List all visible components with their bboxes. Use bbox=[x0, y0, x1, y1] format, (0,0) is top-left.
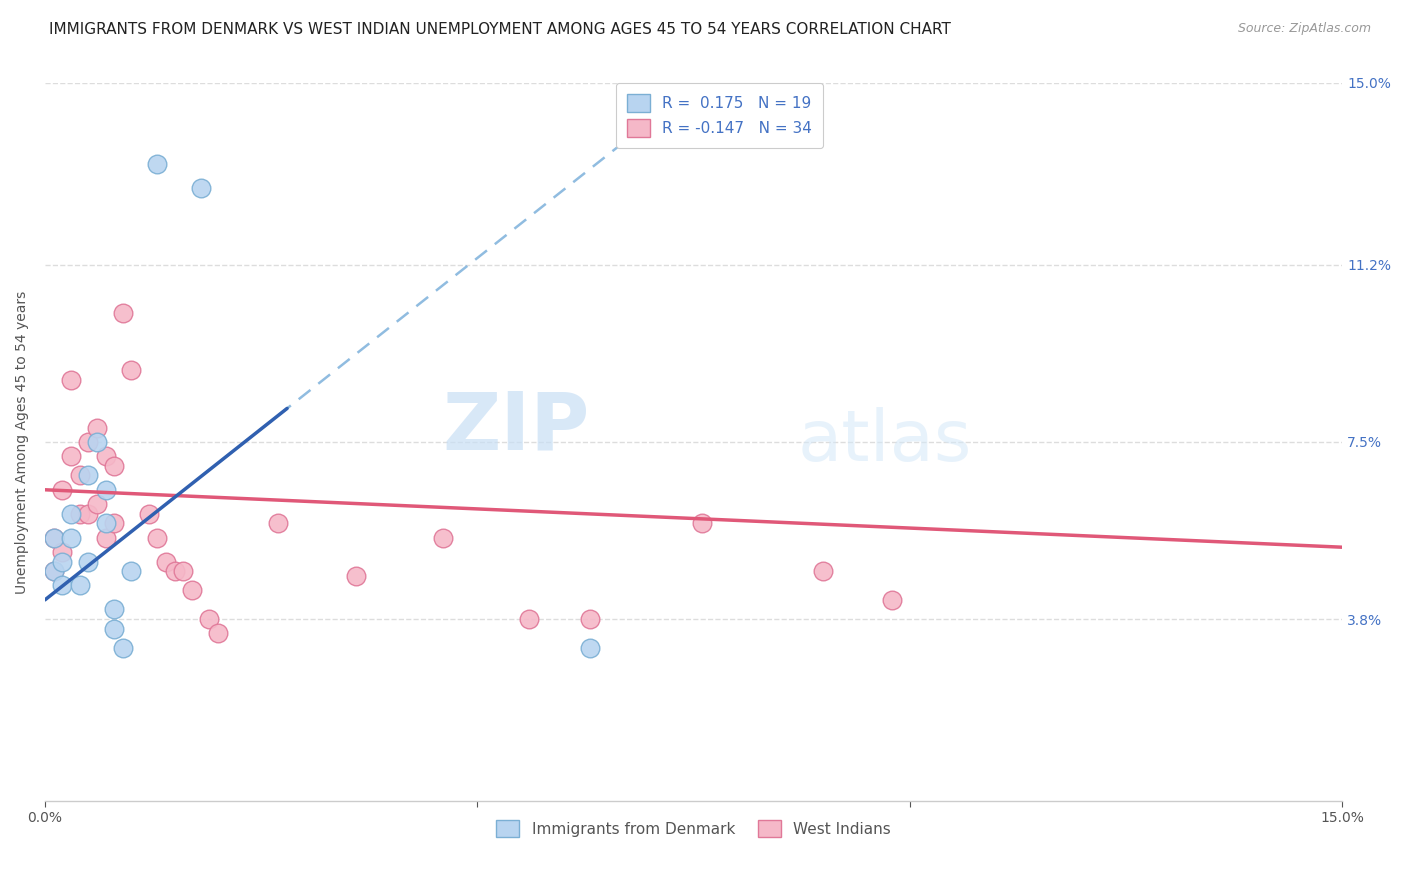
Y-axis label: Unemployment Among Ages 45 to 54 years: Unemployment Among Ages 45 to 54 years bbox=[15, 290, 30, 593]
Point bbox=[138, 507, 160, 521]
Point bbox=[59, 450, 82, 464]
Point bbox=[120, 564, 142, 578]
Point bbox=[51, 483, 73, 497]
Point bbox=[69, 578, 91, 592]
Point bbox=[155, 555, 177, 569]
Point bbox=[190, 181, 212, 195]
Point bbox=[146, 157, 169, 171]
Point bbox=[86, 497, 108, 511]
Point bbox=[103, 602, 125, 616]
Point bbox=[813, 564, 835, 578]
Point bbox=[432, 531, 454, 545]
Point bbox=[59, 373, 82, 387]
Point bbox=[181, 583, 204, 598]
Point bbox=[51, 545, 73, 559]
Point bbox=[94, 531, 117, 545]
Point bbox=[86, 420, 108, 434]
Point bbox=[77, 507, 100, 521]
Point bbox=[111, 640, 134, 655]
Point bbox=[51, 578, 73, 592]
Text: Source: ZipAtlas.com: Source: ZipAtlas.com bbox=[1237, 22, 1371, 36]
Point bbox=[578, 612, 600, 626]
Legend: Immigrants from Denmark, West Indians: Immigrants from Denmark, West Indians bbox=[491, 814, 897, 844]
Point bbox=[146, 531, 169, 545]
Point bbox=[163, 564, 186, 578]
Point bbox=[578, 640, 600, 655]
Text: ZIP: ZIP bbox=[443, 389, 589, 467]
Point bbox=[120, 363, 142, 377]
Point bbox=[42, 564, 65, 578]
Point bbox=[59, 507, 82, 521]
Point bbox=[42, 564, 65, 578]
Point bbox=[517, 612, 540, 626]
Point bbox=[59, 531, 82, 545]
Point bbox=[690, 516, 713, 531]
Point bbox=[77, 434, 100, 449]
Point bbox=[103, 622, 125, 636]
Point bbox=[42, 531, 65, 545]
Point bbox=[344, 569, 367, 583]
Point bbox=[51, 555, 73, 569]
Point bbox=[94, 450, 117, 464]
Point bbox=[94, 516, 117, 531]
Point bbox=[86, 434, 108, 449]
Point bbox=[172, 564, 194, 578]
Text: IMMIGRANTS FROM DENMARK VS WEST INDIAN UNEMPLOYMENT AMONG AGES 45 TO 54 YEARS CO: IMMIGRANTS FROM DENMARK VS WEST INDIAN U… bbox=[49, 22, 950, 37]
Point bbox=[77, 555, 100, 569]
Point bbox=[77, 468, 100, 483]
Point bbox=[207, 626, 229, 640]
Point bbox=[111, 306, 134, 320]
Point bbox=[69, 468, 91, 483]
Point bbox=[103, 516, 125, 531]
Point bbox=[69, 507, 91, 521]
Text: atlas: atlas bbox=[797, 408, 972, 476]
Point bbox=[198, 612, 221, 626]
Point bbox=[42, 531, 65, 545]
Point bbox=[103, 458, 125, 473]
Point bbox=[267, 516, 290, 531]
Point bbox=[94, 483, 117, 497]
Point bbox=[882, 592, 904, 607]
